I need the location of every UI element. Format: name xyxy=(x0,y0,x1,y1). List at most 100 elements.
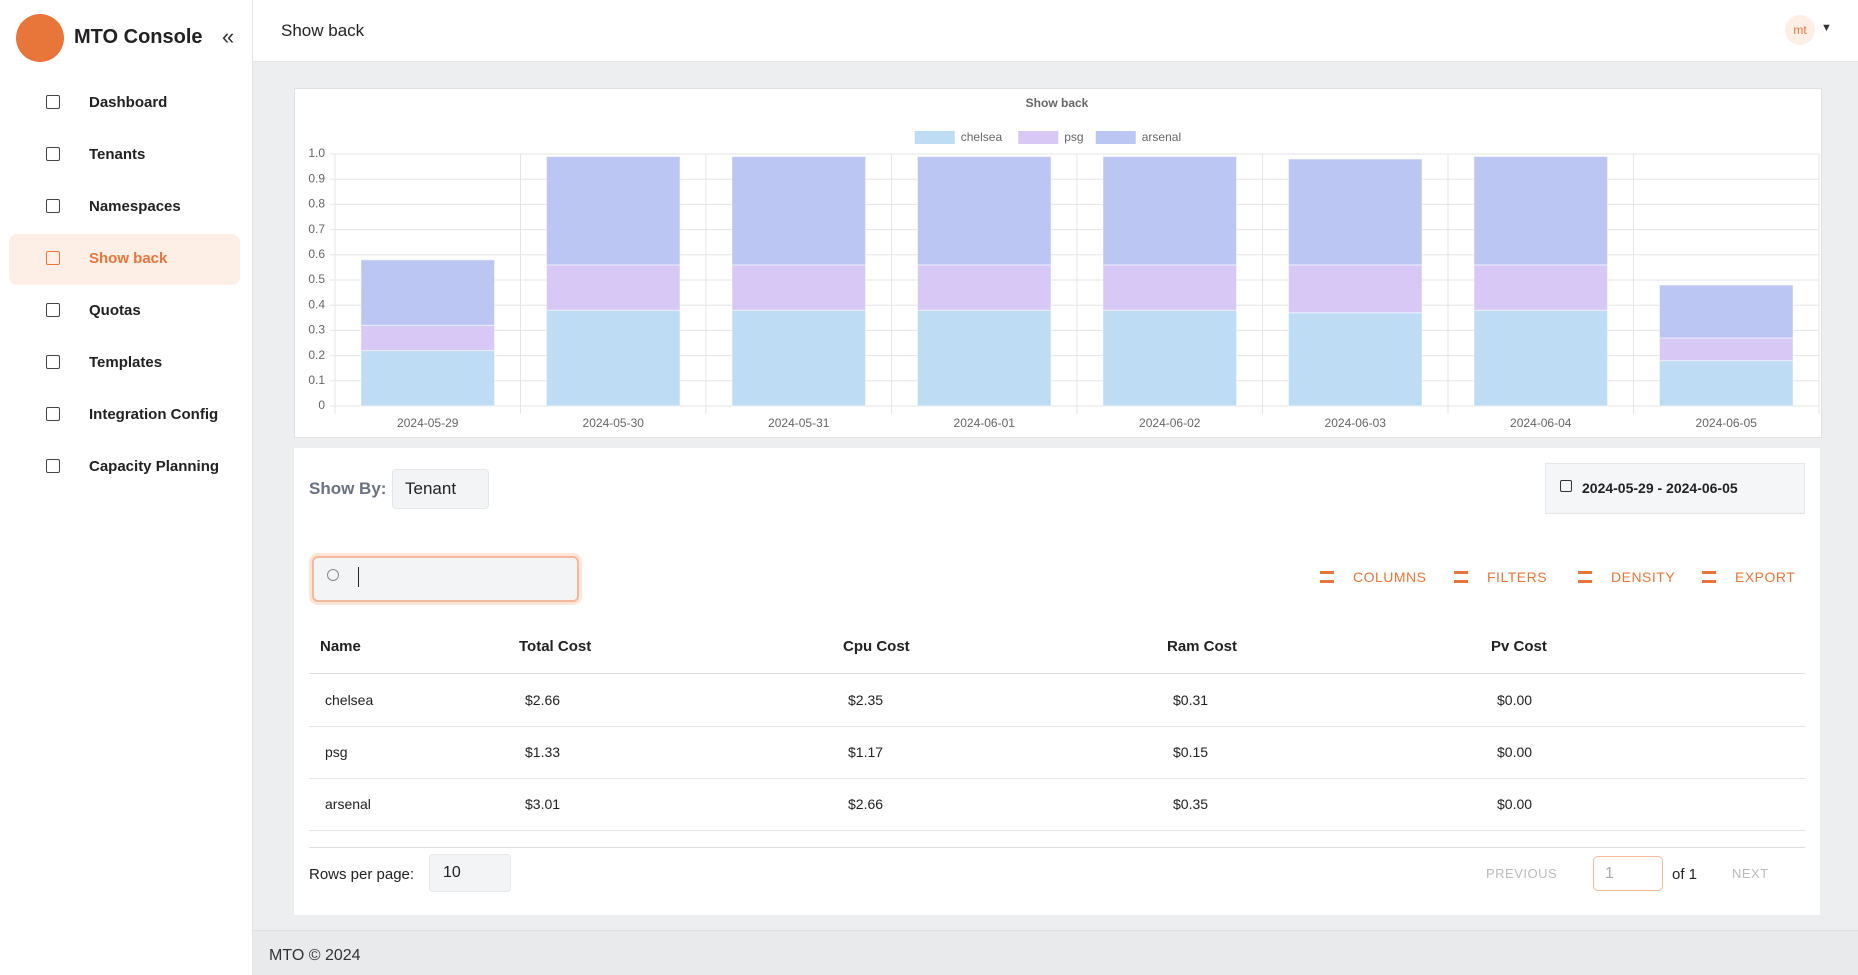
nav-item[interactable]: Tenants xyxy=(89,146,145,163)
y-tick-label: 0.2 xyxy=(308,348,325,362)
bar-segment xyxy=(546,310,680,406)
y-tick-label: 0.4 xyxy=(308,297,325,311)
table-cell: $0.00 xyxy=(1497,744,1532,760)
table-cell: $0.00 xyxy=(1497,796,1532,812)
logo xyxy=(16,14,64,62)
column-header[interactable]: Cpu Cost xyxy=(843,638,910,655)
bar-segment xyxy=(546,157,680,265)
y-tick-label: 0.9 xyxy=(308,171,325,185)
nav-icon xyxy=(46,303,60,317)
page-input[interactable]: 1 xyxy=(1593,856,1663,891)
bar-segment xyxy=(1659,338,1793,361)
bar-segment xyxy=(1103,310,1237,406)
toolbar-icon[interactable] xyxy=(1578,571,1592,583)
bar-segment xyxy=(1659,361,1793,406)
x-tick-label: 2024-06-02 xyxy=(1139,416,1201,430)
rows-per-page-label: Rows per page: xyxy=(309,866,414,883)
y-tick-label: 0.1 xyxy=(308,373,325,387)
page-title: Show back xyxy=(281,21,364,41)
nav-icon xyxy=(46,147,60,161)
nav-item[interactable]: Templates xyxy=(89,354,162,371)
table-cell: $0.00 xyxy=(1497,692,1532,708)
toolbar-icon[interactable] xyxy=(1320,571,1334,583)
nav-item[interactable]: Integration Config xyxy=(89,406,218,423)
table-cell: $0.15 xyxy=(1173,744,1208,760)
date-range[interactable]: 2024-05-29 - 2024-06-05 xyxy=(1545,463,1805,514)
search-icon xyxy=(327,569,339,581)
legend-label: psg xyxy=(1064,130,1083,144)
bar-segment xyxy=(361,260,495,326)
x-tick-label: 2024-06-01 xyxy=(954,416,1016,430)
bar-segment xyxy=(361,325,495,350)
toolbar-button[interactable]: DENSITY xyxy=(1611,569,1675,585)
show-by-label: Show By: xyxy=(309,479,386,499)
nav-icon xyxy=(46,251,60,265)
table-cell: $2.35 xyxy=(848,692,883,708)
bar-segment xyxy=(1288,313,1422,406)
y-tick-label: 0.5 xyxy=(308,272,325,286)
table-cell: chelsea xyxy=(325,692,373,708)
legend-label: arsenal xyxy=(1142,130,1181,144)
column-header[interactable]: Name xyxy=(320,638,361,655)
bar-segment xyxy=(1288,265,1422,313)
nav-item[interactable]: Show back xyxy=(89,250,167,267)
previous-button[interactable]: PREVIOUS xyxy=(1469,866,1557,881)
y-tick-label: 0.8 xyxy=(308,197,325,211)
avatar-caret[interactable]: ▼ xyxy=(1821,22,1832,34)
rows-per-page-select[interactable]: 10 xyxy=(429,854,511,892)
toolbar-button[interactable]: COLUMNS xyxy=(1353,569,1427,585)
search-box[interactable] xyxy=(312,556,579,602)
legend-label: chelsea xyxy=(961,130,1003,144)
row-divider xyxy=(309,830,1805,831)
nav-item[interactable]: Capacity Planning xyxy=(89,458,219,475)
row-divider xyxy=(309,726,1805,727)
bar-segment xyxy=(732,157,866,265)
table-cell: arsenal xyxy=(325,796,371,812)
page-count: of 1 xyxy=(1672,866,1697,883)
toolbar-icon[interactable] xyxy=(1702,571,1716,583)
y-tick-label: 0.6 xyxy=(308,247,325,261)
x-tick-label: 2024-05-30 xyxy=(583,416,645,430)
table-cell: $1.17 xyxy=(848,744,883,760)
column-header[interactable]: Total Cost xyxy=(519,638,591,655)
chart: Show backchelseapsgarsenal00.10.20.30.40… xyxy=(294,88,1820,436)
nav-icon xyxy=(46,95,60,109)
bar-segment xyxy=(917,157,1051,265)
next-button[interactable]: NEXT xyxy=(1732,866,1769,881)
table-card xyxy=(294,448,1820,915)
header-divider xyxy=(309,673,1805,674)
bar-segment xyxy=(546,265,680,310)
bar-segment xyxy=(1659,285,1793,338)
x-tick-label: 2024-06-04 xyxy=(1510,416,1572,430)
nav-icon xyxy=(46,199,60,213)
toolbar-button[interactable]: EXPORT xyxy=(1735,569,1795,585)
nav-item[interactable]: Quotas xyxy=(89,302,141,319)
bar-segment xyxy=(1474,310,1608,406)
table-cell: $3.01 xyxy=(525,796,560,812)
avatar[interactable]: mt xyxy=(1785,15,1815,45)
table-cell: psg xyxy=(325,744,348,760)
toolbar-icon[interactable] xyxy=(1454,571,1468,583)
y-tick-label: 1.0 xyxy=(308,146,325,160)
column-header[interactable]: Ram Cost xyxy=(1167,638,1237,655)
collapse-button[interactable]: « xyxy=(222,24,234,50)
table-footer-divider xyxy=(309,847,1805,848)
x-tick-label: 2024-05-31 xyxy=(768,416,830,430)
show-by-select[interactable]: Tenant xyxy=(392,469,489,509)
chart-title: Show back xyxy=(1026,96,1089,110)
legend-swatch xyxy=(1018,131,1058,144)
x-tick-label: 2024-05-29 xyxy=(397,416,459,430)
bar-segment xyxy=(732,265,866,310)
toolbar-button[interactable]: FILTERS xyxy=(1487,569,1547,585)
bar-segment xyxy=(361,351,495,406)
nav-icon xyxy=(46,355,60,369)
nav-item[interactable]: Dashboard xyxy=(89,94,167,111)
y-tick-label: 0.3 xyxy=(308,323,325,337)
nav-item[interactable]: Namespaces xyxy=(89,198,181,215)
bar-segment xyxy=(917,310,1051,406)
bar-segment xyxy=(1474,157,1608,265)
column-header[interactable]: Pv Cost xyxy=(1491,638,1547,655)
bar-segment xyxy=(1288,159,1422,265)
calendar-icon xyxy=(1560,480,1572,492)
